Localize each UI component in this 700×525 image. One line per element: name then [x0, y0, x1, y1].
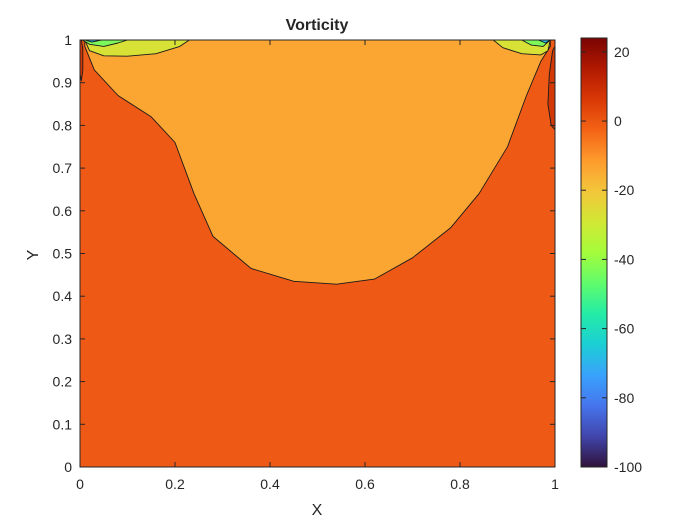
y-tick-label: 0.3	[53, 331, 73, 347]
x-tick-label: 0.6	[355, 476, 375, 492]
colorbar-tick-label: -60	[614, 321, 634, 337]
y-tick-label: 0.6	[53, 203, 73, 219]
y-tick-label: 1	[64, 32, 72, 48]
colorbar-tick-label: -80	[614, 390, 634, 406]
contour-region-8	[80, 40, 84, 82]
x-tick-label: 0.8	[450, 476, 470, 492]
y-tick-label: 0.2	[53, 374, 73, 390]
y-tick-label: 0.7	[53, 160, 73, 176]
y-axis-label: Y	[25, 249, 42, 260]
colorbar-tick-label: -100	[614, 459, 642, 475]
contour-region-7	[537, 40, 551, 44]
colorbar-tick-label: 0	[614, 113, 622, 129]
y-tick-label: 0.4	[53, 288, 73, 304]
y-tick-label: 0	[64, 459, 72, 475]
x-tick-label: 1	[551, 476, 559, 492]
y-tick-label: 0.1	[53, 416, 73, 432]
x-axis: 0 0.2 0.4 0.6 0.8 1	[76, 40, 559, 492]
x-axis-label: X	[312, 502, 323, 519]
y-tick-label: 0.8	[53, 117, 73, 133]
x-tick-label: 0.2	[165, 476, 185, 492]
y-tick-label: 0.9	[53, 75, 73, 91]
colorbar-tick-label: -40	[614, 251, 634, 267]
contour-region-6	[84, 40, 102, 43]
chart-title: Vorticity	[286, 17, 349, 34]
y-tick-label: 0.5	[53, 246, 73, 262]
colorbar-tick-label: 20	[614, 44, 630, 60]
colorbar-tick-label: -20	[614, 182, 634, 198]
plot-area	[80, 40, 555, 467]
x-tick-label: 0	[76, 476, 84, 492]
colorbar-ticks: 20 0 -20 -40 -60 -80 -100	[581, 44, 642, 475]
x-tick-label: 0.4	[260, 476, 280, 492]
y-axis: 0 0.1 0.2 0.3 0.4 0.5 0.6 0.7 0.8 0.9 1	[53, 32, 555, 475]
colorbar	[580, 37, 608, 468]
